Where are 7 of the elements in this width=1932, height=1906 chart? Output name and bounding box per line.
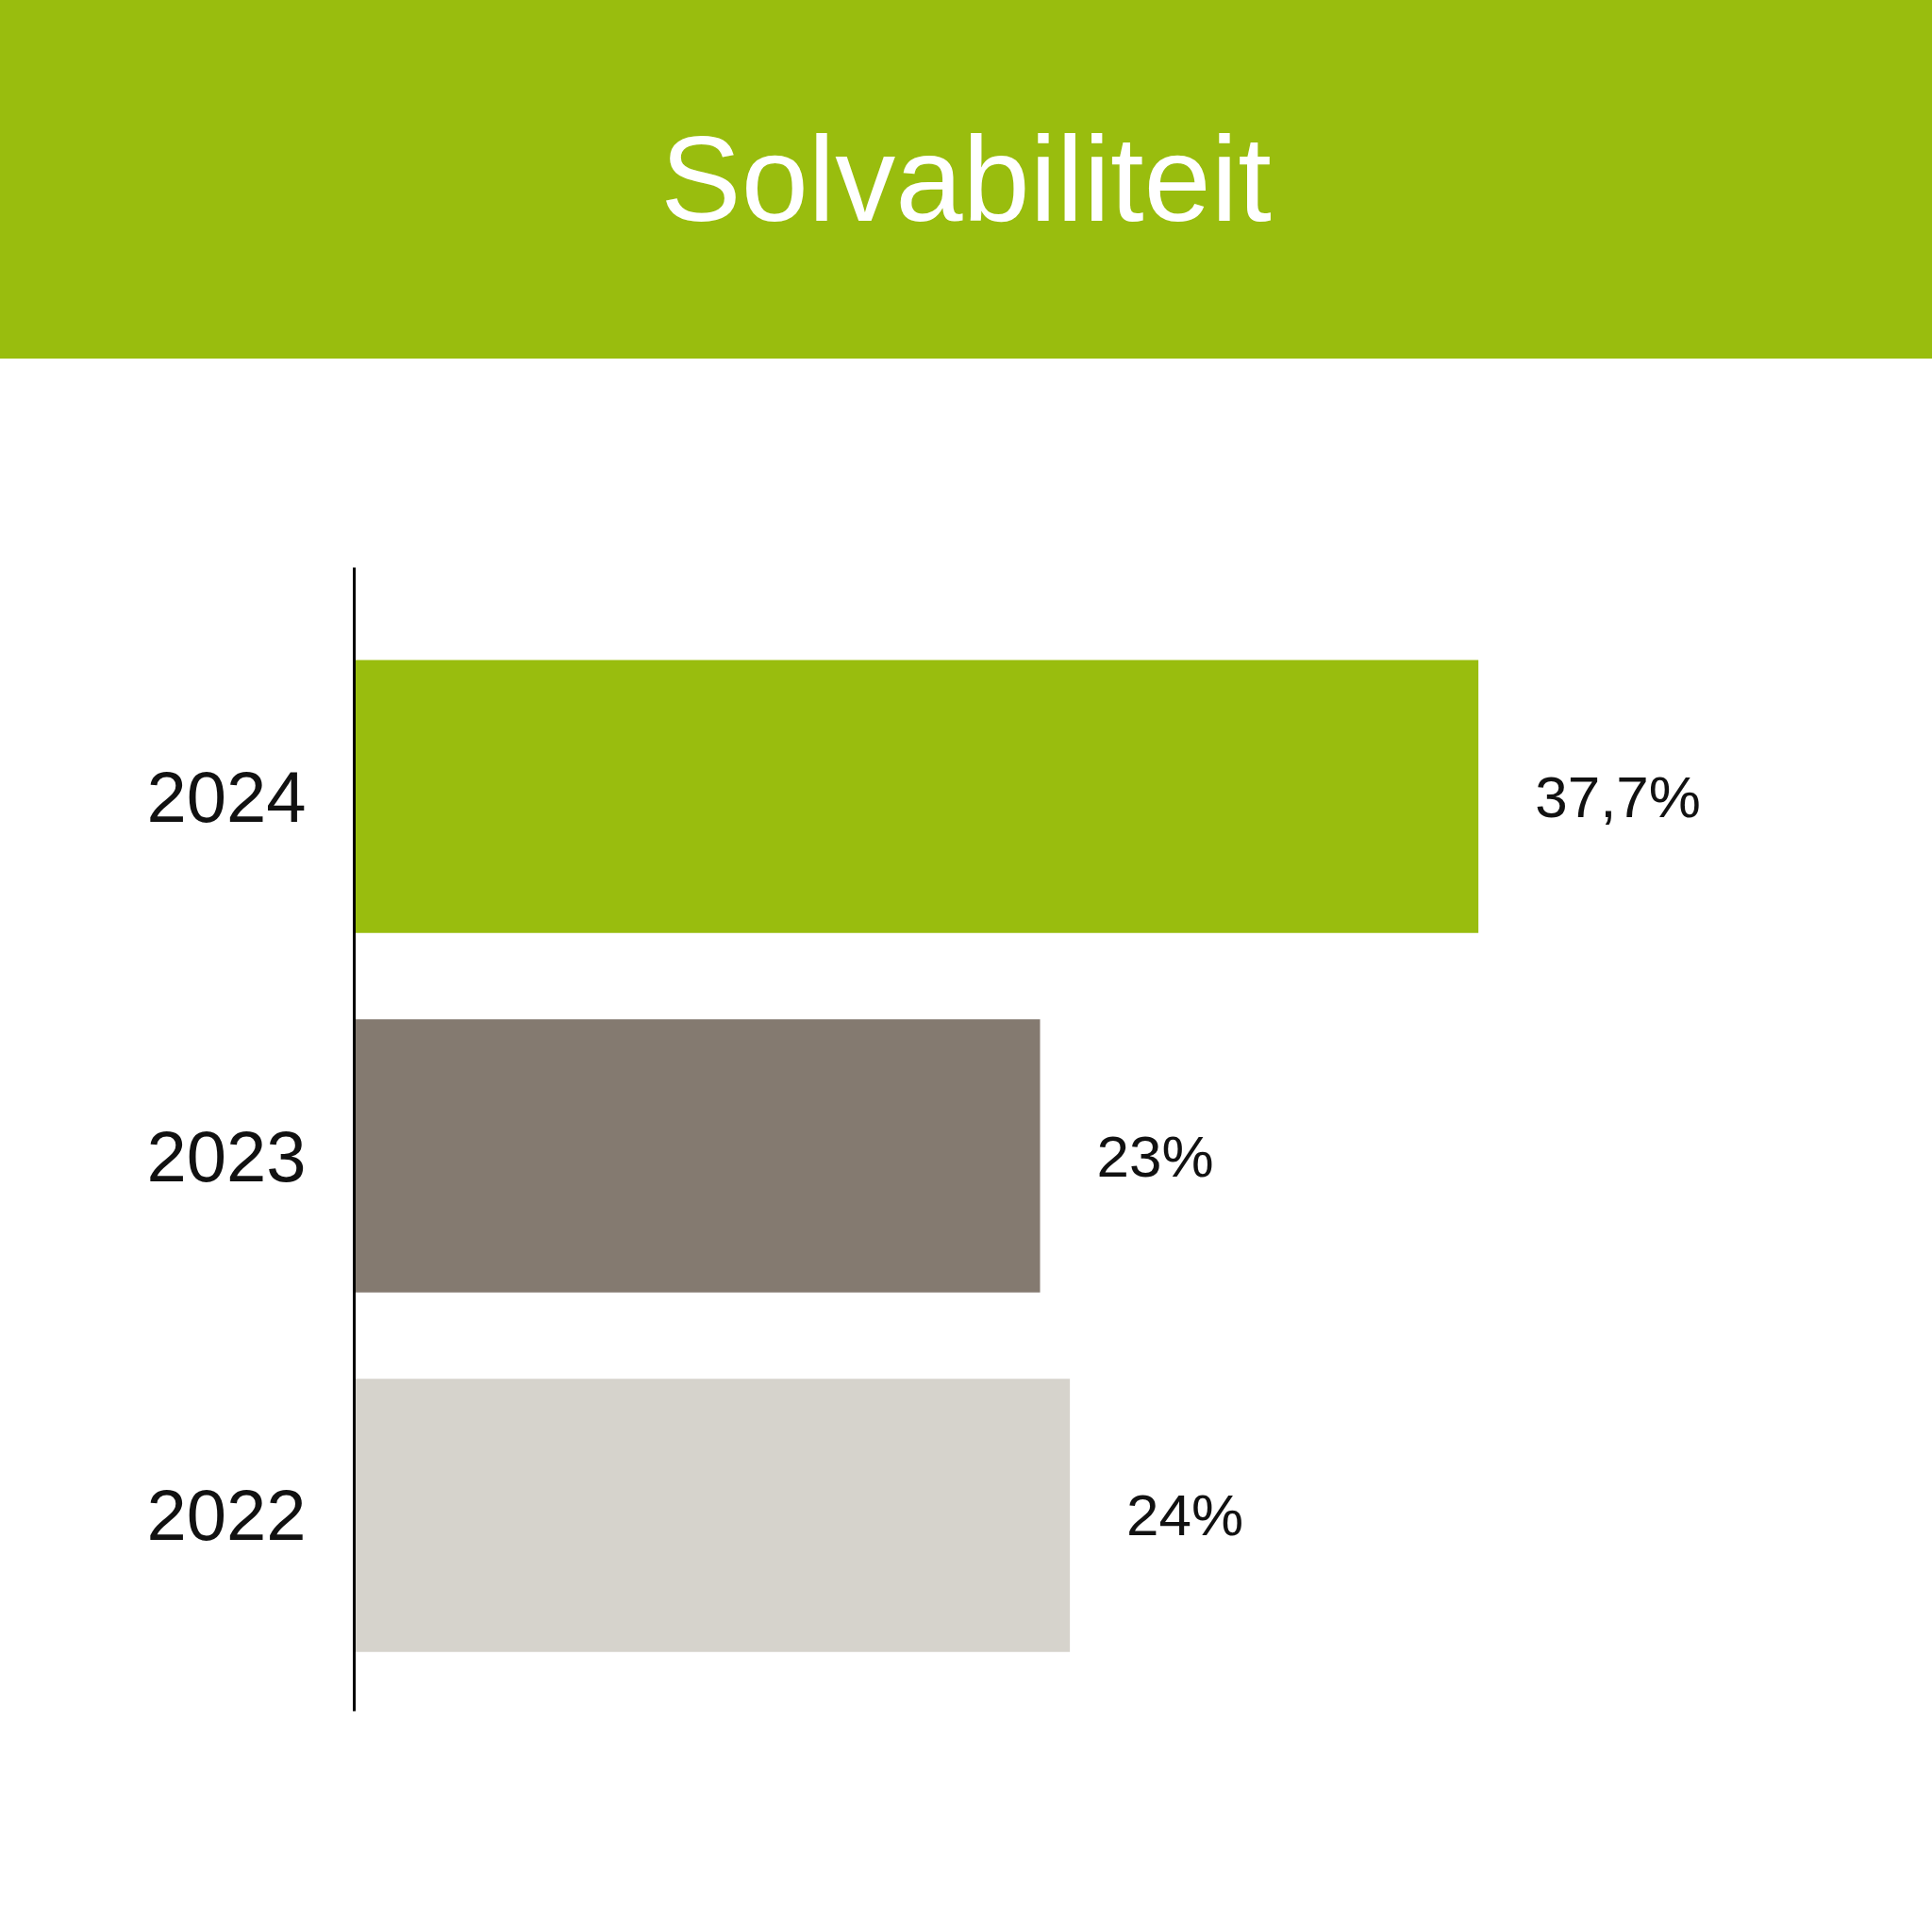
y-tick-label: 2024	[146, 756, 307, 837]
data-label: 37,7%	[1535, 763, 1701, 829]
data-label: 24%	[1126, 1482, 1244, 1548]
chart-title: Solvabiliteit	[660, 109, 1272, 248]
y-tick-label: 2022	[146, 1475, 307, 1556]
data-label: 23%	[1096, 1123, 1214, 1189]
y-tick-label: 2023	[146, 1115, 307, 1196]
